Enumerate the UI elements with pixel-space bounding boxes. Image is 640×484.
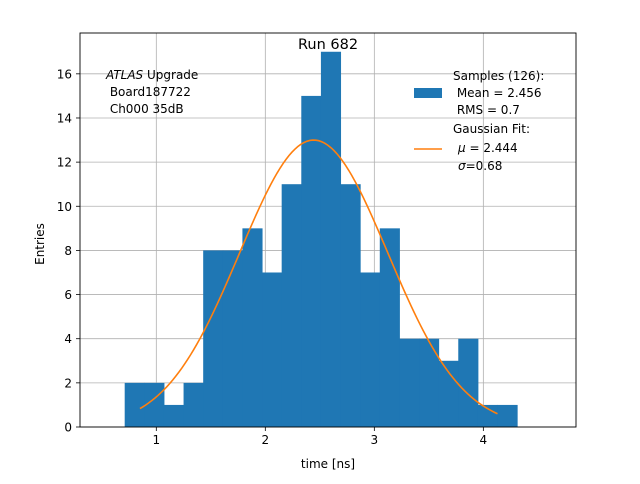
legend: Samples (126): Mean = 2.456 RMS = 0.7 Ga… [414, 69, 544, 173]
histogram-bar [301, 95, 322, 427]
histogram-bar [399, 338, 420, 427]
legend-fit-sigma-value: =0.68 [466, 159, 503, 173]
svg-text:μ = 2.444: μ = 2.444 [457, 141, 518, 155]
histogram-bar [262, 272, 283, 427]
legend-fit-sigma-symbol: σ [458, 159, 466, 173]
y-tick-label: 4 [64, 332, 72, 346]
atlas-label: ATLAS [105, 68, 144, 82]
legend-fit-mu-symbol: μ [457, 141, 466, 155]
y-axis-label: Entries [33, 223, 47, 265]
upgrade-label: Upgrade [143, 68, 198, 82]
histogram-bar [183, 382, 204, 427]
y-axis-ticks: 0 2 4 6 8 10 12 14 16 [57, 67, 80, 435]
y-tick-label: 16 [57, 67, 72, 81]
x-tick-label: 3 [371, 433, 379, 447]
histogram-bar [242, 228, 263, 427]
histogram-bar [340, 184, 361, 427]
histogram-bar [419, 338, 440, 427]
y-tick-label: 10 [57, 200, 72, 214]
board-label: Board187722 [106, 85, 191, 99]
histogram-bar [379, 228, 400, 427]
y-tick-label: 12 [57, 156, 72, 170]
x-axis-ticks: 1 2 3 4 [152, 427, 487, 447]
histogram-bar [144, 382, 165, 427]
channel-label: Ch000 35dB [106, 102, 184, 116]
histogram-bar [320, 51, 342, 428]
histogram-bar [222, 250, 243, 427]
histogram-bar [203, 250, 224, 427]
histogram-bar [360, 272, 381, 427]
histogram-bar [458, 338, 479, 427]
histogram-bar [124, 382, 145, 427]
atlas-annotation: ATLAS Upgrade Board187722 Ch000 35dB [105, 68, 198, 116]
plot-frame [79, 32, 577, 428]
legend-samples-line3: RMS = 0.7 [453, 103, 520, 117]
svg-text:ATLAS Upgrade: ATLAS Upgrade [105, 68, 198, 82]
histogram-bars [124, 51, 518, 428]
histogram-bar [438, 360, 459, 427]
svg-text:σ=0.68: σ=0.68 [458, 159, 502, 173]
y-tick-label: 8 [64, 244, 72, 258]
x-tick-label: 4 [480, 433, 488, 447]
x-tick-label: 1 [152, 433, 160, 447]
histogram-bar [163, 404, 185, 427]
y-tick-label: 6 [64, 288, 72, 302]
y-tick-label: 0 [64, 421, 72, 435]
x-axis-label: time [ns] [301, 457, 355, 471]
histogram-bar [497, 404, 518, 427]
legend-samples-swatch [414, 88, 442, 98]
y-tick-label: 14 [57, 111, 72, 125]
y-tick-label: 2 [64, 376, 72, 390]
histogram-bar [281, 184, 302, 427]
chart-title: Run 682 [298, 37, 358, 53]
legend-fit-title: Gaussian Fit: [453, 122, 530, 136]
x-tick-label: 2 [261, 433, 269, 447]
legend-samples-line1: Samples (126): [453, 69, 544, 83]
legend-samples-line2: Mean = 2.456 [453, 86, 542, 100]
histogram-bar [477, 404, 499, 427]
legend-fit-mu-value: = 2.444 [466, 141, 518, 155]
gaussian-fit-curve [139, 139, 498, 415]
